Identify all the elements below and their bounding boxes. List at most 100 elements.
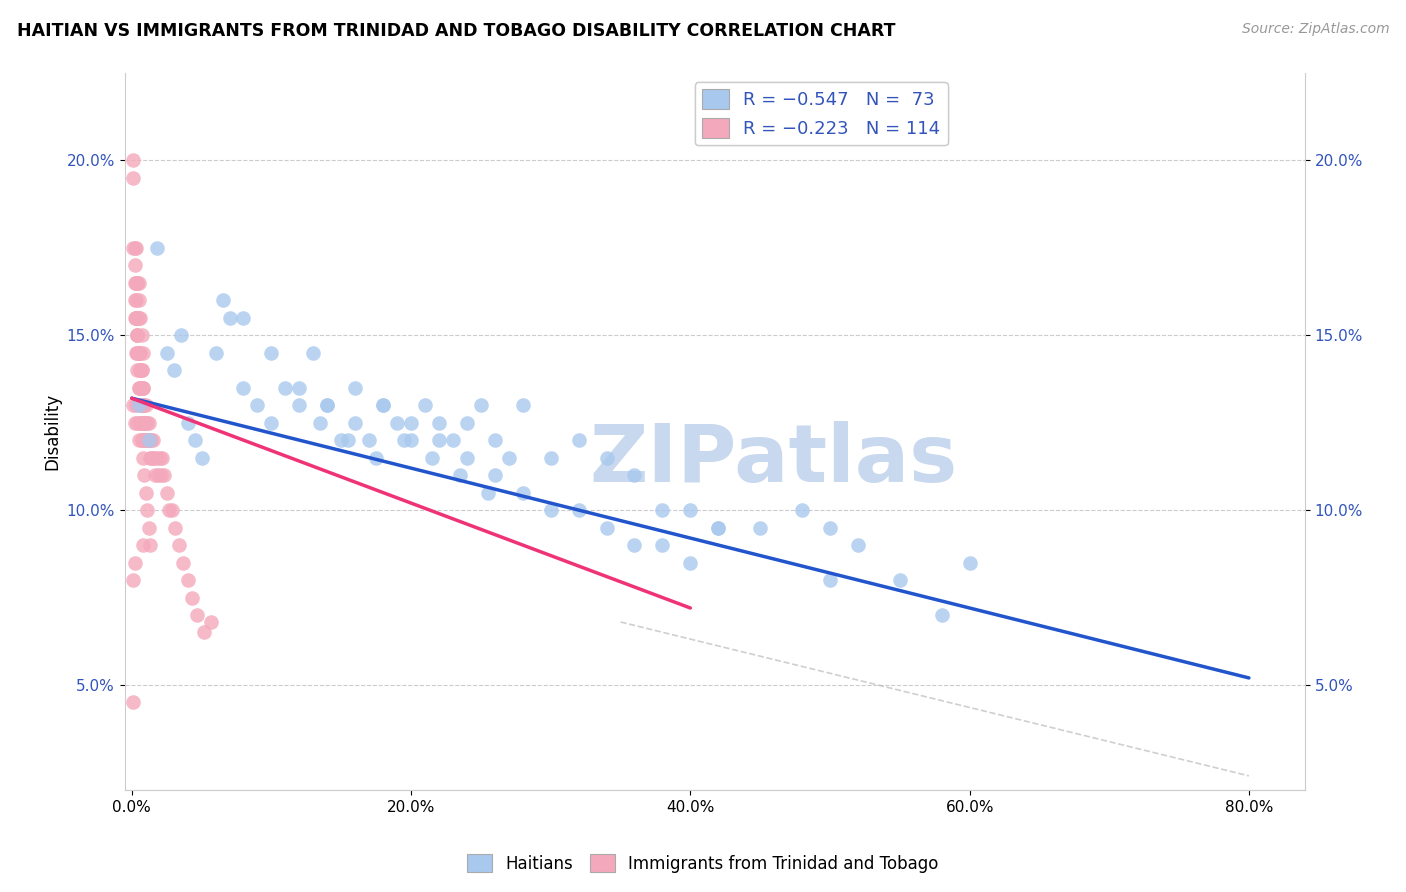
Point: [129, 416, 152, 430]
Point: [143, 450, 166, 465]
Point: [128, 345, 150, 359]
Point: [131, 381, 153, 395]
Point: [122, 170, 145, 185]
Point: [127, 345, 149, 359]
Point: [344, 381, 367, 395]
Point: [149, 450, 172, 465]
Point: [371, 398, 394, 412]
Point: [124, 241, 146, 255]
Point: [122, 695, 145, 709]
Legend: R = −0.547   N =  73, R = −0.223   N = 114: R = −0.547 N = 73, R = −0.223 N = 114: [695, 82, 948, 145]
Point: [456, 416, 478, 430]
Point: [135, 433, 157, 447]
Point: [129, 381, 152, 395]
Point: [127, 276, 149, 290]
Point: [125, 293, 148, 308]
Point: [169, 328, 191, 343]
Point: [124, 293, 146, 308]
Point: [128, 293, 150, 308]
Point: [146, 450, 169, 465]
Point: [139, 538, 162, 552]
Point: [183, 433, 205, 447]
Point: [190, 450, 212, 465]
Point: [129, 416, 152, 430]
Point: [176, 573, 198, 587]
Point: [127, 328, 149, 343]
Point: [172, 556, 194, 570]
Point: [131, 363, 153, 377]
Point: [134, 468, 156, 483]
Point: [427, 416, 450, 430]
Point: [145, 468, 167, 483]
Point: [316, 398, 339, 412]
Text: Source: ZipAtlas.com: Source: ZipAtlas.com: [1241, 22, 1389, 37]
Point: [134, 416, 156, 430]
Point: [122, 241, 145, 255]
Point: [125, 310, 148, 325]
Point: [146, 241, 169, 255]
Point: [707, 520, 730, 534]
Point: [127, 363, 149, 377]
Legend: Haitians, Immigrants from Trinidad and Tobago: Haitians, Immigrants from Trinidad and T…: [461, 847, 945, 880]
Point: [204, 345, 226, 359]
Point: [359, 433, 381, 447]
Point: [127, 345, 149, 359]
Point: [366, 450, 388, 465]
Point: [131, 416, 153, 430]
Point: [135, 485, 157, 500]
Point: [246, 398, 269, 412]
Point: [931, 607, 953, 622]
Point: [302, 345, 325, 359]
Point: [134, 416, 156, 430]
Point: [125, 310, 148, 325]
Point: [131, 398, 153, 412]
Point: [427, 433, 450, 447]
Point: [568, 433, 591, 447]
Point: [138, 520, 160, 534]
Point: [139, 450, 162, 465]
Point: [135, 398, 157, 412]
Point: [232, 381, 254, 395]
Point: [470, 398, 492, 412]
Point: [127, 276, 149, 290]
Point: [132, 538, 155, 552]
Point: [132, 381, 155, 395]
Point: [651, 538, 673, 552]
Point: [131, 433, 153, 447]
Point: [131, 381, 153, 395]
Point: [484, 468, 506, 483]
Point: [399, 416, 422, 430]
Point: [595, 450, 617, 465]
Point: [309, 416, 332, 430]
Point: [889, 573, 911, 587]
Point: [316, 398, 339, 412]
Point: [131, 433, 153, 447]
Point: [138, 433, 160, 447]
Point: [679, 503, 702, 517]
Point: [176, 416, 198, 430]
Point: [132, 345, 155, 359]
Point: [449, 468, 471, 483]
Point: [288, 398, 311, 412]
Point: [125, 276, 148, 290]
Point: [260, 416, 283, 430]
Point: [707, 520, 730, 534]
Point: [131, 363, 153, 377]
Point: [134, 398, 156, 412]
Point: [163, 363, 186, 377]
Point: [128, 345, 150, 359]
Point: [127, 328, 149, 343]
Point: [260, 345, 283, 359]
Point: [131, 381, 153, 395]
Point: [128, 381, 150, 395]
Point: [132, 450, 155, 465]
Point: [150, 468, 173, 483]
Point: [142, 433, 165, 447]
Point: [679, 556, 702, 570]
Point: [129, 310, 152, 325]
Point: [124, 310, 146, 325]
Point: [159, 503, 181, 517]
Point: [371, 398, 394, 412]
Point: [790, 503, 813, 517]
Point: [132, 398, 155, 412]
